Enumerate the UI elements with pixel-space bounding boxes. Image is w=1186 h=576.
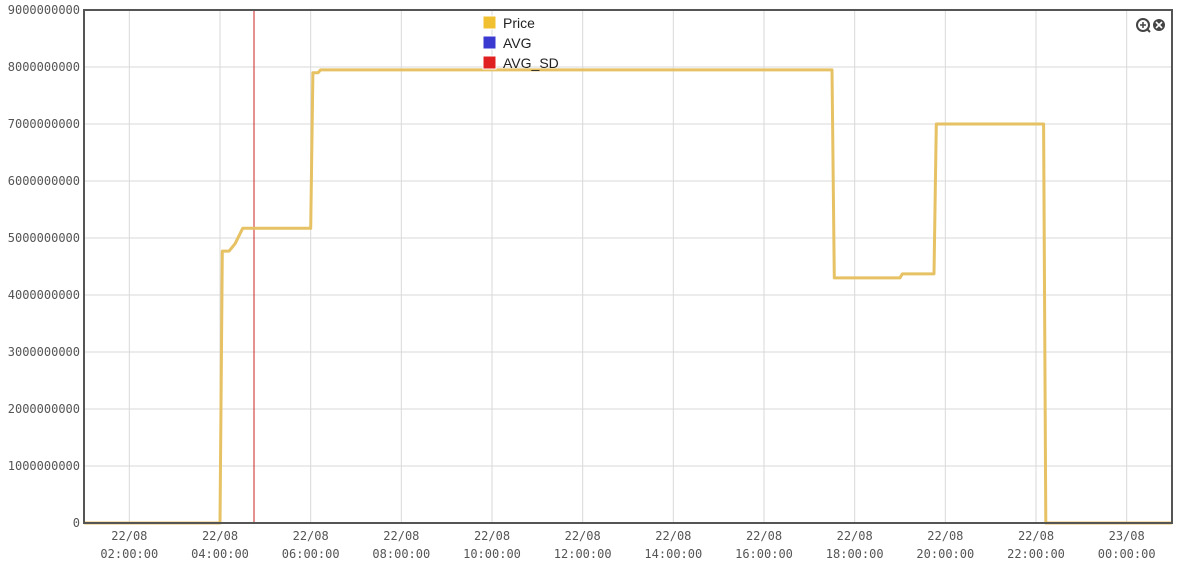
x-tick-time: 04:00:00 bbox=[191, 547, 249, 561]
chart-toolbar bbox=[1136, 18, 1165, 33]
x-tick-time: 06:00:00 bbox=[282, 547, 340, 561]
y-tick-label: 8000000000 bbox=[8, 60, 80, 74]
y-tick-label: 7000000000 bbox=[8, 117, 80, 131]
x-tick-date: 22/08 bbox=[293, 529, 329, 543]
x-tick-time: 14:00:00 bbox=[644, 547, 702, 561]
x-tick-date: 22/08 bbox=[474, 529, 510, 543]
y-tick-label: 2000000000 bbox=[8, 402, 80, 416]
legend-label: Price bbox=[503, 15, 535, 31]
legend-swatch bbox=[482, 35, 497, 50]
close-icon[interactable] bbox=[1153, 19, 1165, 31]
plot-area bbox=[83, 9, 1173, 524]
y-tick-label: 1000000000 bbox=[8, 459, 80, 473]
x-tick-date: 22/08 bbox=[837, 529, 873, 543]
x-tick-time: 22:00:00 bbox=[1007, 547, 1065, 561]
y-tick-label: 0 bbox=[73, 516, 80, 530]
legend-item-avg[interactable]: AVG bbox=[482, 35, 532, 51]
series-line-price bbox=[84, 68, 1172, 525]
x-tick-date: 22/08 bbox=[1018, 529, 1054, 543]
y-tick-label: 4000000000 bbox=[8, 288, 80, 302]
y-tick-label: 6000000000 bbox=[8, 174, 80, 188]
y-tick-label: 3000000000 bbox=[8, 345, 80, 359]
x-axis: 22/08 02:00:00 22/08 04:00:00 22/08 06:00:00 2… bbox=[100, 529, 1155, 561]
legend-label: AVG bbox=[503, 35, 532, 51]
x-tick-date: 22/08 bbox=[746, 529, 782, 543]
x-tick-date: 22/08 bbox=[927, 529, 963, 543]
y-tick-label: 5000000000 bbox=[8, 231, 80, 245]
x-tick-date: 23/08 bbox=[1109, 529, 1145, 543]
x-tick-date: 22/08 bbox=[565, 529, 601, 543]
grid-layer bbox=[84, 9, 1172, 524]
x-tick-time: 20:00:00 bbox=[916, 547, 974, 561]
x-tick-time: 10:00:00 bbox=[463, 547, 521, 561]
x-tick-time: 12:00:00 bbox=[554, 547, 612, 561]
legend-swatch bbox=[482, 55, 497, 70]
y-tick-label: 9000000000 bbox=[8, 3, 80, 17]
legend[interactable]: Price AVG AVG_SD bbox=[482, 15, 559, 71]
legend-swatch bbox=[482, 15, 497, 30]
legend-item-price[interactable]: Price bbox=[482, 15, 535, 31]
series-layer bbox=[84, 68, 1172, 525]
x-tick-time: 02:00:00 bbox=[100, 547, 158, 561]
x-tick-date: 22/08 bbox=[655, 529, 691, 543]
x-tick-date: 22/08 bbox=[202, 529, 238, 543]
legend-item-avg-sd[interactable]: AVG_SD bbox=[482, 55, 559, 71]
y-axis: 0 1000000000 2000000000 3000000000 400000000… bbox=[8, 3, 80, 530]
x-tick-date: 22/08 bbox=[111, 529, 147, 543]
x-tick-time: 16:00:00 bbox=[735, 547, 793, 561]
zoom-in-icon[interactable] bbox=[1136, 18, 1151, 33]
x-tick-time: 00:00:00 bbox=[1098, 547, 1156, 561]
legend-label: AVG_SD bbox=[503, 55, 559, 71]
x-tick-time: 18:00:00 bbox=[826, 547, 884, 561]
x-tick-date: 22/08 bbox=[383, 529, 419, 543]
x-tick-time: 08:00:00 bbox=[372, 547, 430, 561]
